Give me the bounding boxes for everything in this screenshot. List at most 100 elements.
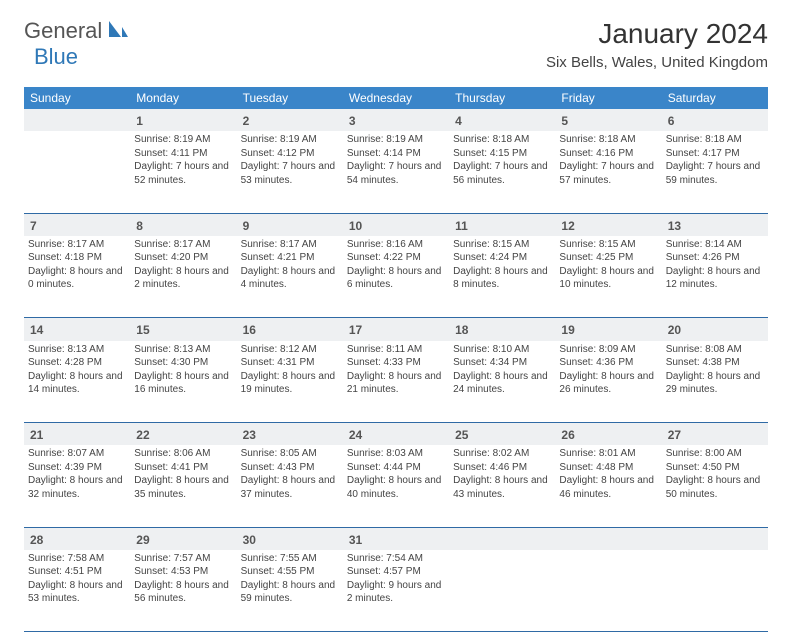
sunrise-text: Sunrise: 8:15 AM xyxy=(453,238,551,252)
sunset-text: Sunset: 4:38 PM xyxy=(666,356,764,370)
day-number: 23 xyxy=(241,425,339,445)
day-cell: Sunrise: 8:05 AMSunset: 4:43 PMDaylight:… xyxy=(237,445,343,527)
day-number: 16 xyxy=(241,320,339,340)
daylight-text: Daylight: 7 hours and 59 minutes. xyxy=(666,160,764,187)
weekday-header: Tuesday xyxy=(237,87,343,109)
sunset-text: Sunset: 4:43 PM xyxy=(241,461,339,475)
sunrise-text: Sunrise: 8:08 AM xyxy=(666,343,764,357)
day-cell: Sunrise: 8:09 AMSunset: 4:36 PMDaylight:… xyxy=(555,341,661,423)
sunset-text: Sunset: 4:11 PM xyxy=(134,147,232,161)
sunrise-text: Sunrise: 8:15 AM xyxy=(559,238,657,252)
sunset-text: Sunset: 4:26 PM xyxy=(666,251,764,265)
day-number: 25 xyxy=(453,425,551,445)
daylight-text: Daylight: 8 hours and 24 minutes. xyxy=(453,370,551,397)
day-cell xyxy=(555,550,661,632)
day-cell: Sunrise: 8:18 AMSunset: 4:15 PMDaylight:… xyxy=(449,131,555,213)
weekday-header-row: Sunday Monday Tuesday Wednesday Thursday… xyxy=(24,87,768,109)
sunrise-text: Sunrise: 8:13 AM xyxy=(134,343,232,357)
week-row: Sunrise: 7:58 AMSunset: 4:51 PMDaylight:… xyxy=(24,550,768,632)
day-cell xyxy=(662,550,768,632)
day-number-cell: 21 xyxy=(24,423,130,446)
day-number-cell: 27 xyxy=(662,423,768,446)
daynum-row: 78910111213 xyxy=(24,213,768,236)
daylight-text: Daylight: 8 hours and 2 minutes. xyxy=(134,265,232,292)
day-cell: Sunrise: 8:10 AMSunset: 4:34 PMDaylight:… xyxy=(449,341,555,423)
weekday-header: Sunday xyxy=(24,87,130,109)
sunset-text: Sunset: 4:34 PM xyxy=(453,356,551,370)
day-cell: Sunrise: 8:00 AMSunset: 4:50 PMDaylight:… xyxy=(662,445,768,527)
day-number: 31 xyxy=(347,530,445,550)
sunset-text: Sunset: 4:20 PM xyxy=(134,251,232,265)
daylight-text: Daylight: 8 hours and 26 minutes. xyxy=(559,370,657,397)
day-cell: Sunrise: 8:16 AMSunset: 4:22 PMDaylight:… xyxy=(343,236,449,318)
week-row: Sunrise: 8:19 AMSunset: 4:11 PMDaylight:… xyxy=(24,131,768,213)
sunset-text: Sunset: 4:48 PM xyxy=(559,461,657,475)
daylight-text: Daylight: 8 hours and 56 minutes. xyxy=(134,579,232,606)
sunset-text: Sunset: 4:15 PM xyxy=(453,147,551,161)
sunset-text: Sunset: 4:12 PM xyxy=(241,147,339,161)
sunset-text: Sunset: 4:33 PM xyxy=(347,356,445,370)
weekday-header: Thursday xyxy=(449,87,555,109)
day-number-cell: 17 xyxy=(343,318,449,341)
day-number: 9 xyxy=(241,216,339,236)
brand-sail-icon xyxy=(107,19,129,44)
sunrise-text: Sunrise: 8:19 AM xyxy=(134,133,232,147)
sunrise-text: Sunrise: 8:19 AM xyxy=(241,133,339,147)
daylight-text: Daylight: 8 hours and 19 minutes. xyxy=(241,370,339,397)
daylight-text: Daylight: 8 hours and 16 minutes. xyxy=(134,370,232,397)
daynum-row: 21222324252627 xyxy=(24,423,768,446)
daylight-text: Daylight: 7 hours and 53 minutes. xyxy=(241,160,339,187)
day-cell: Sunrise: 8:01 AMSunset: 4:48 PMDaylight:… xyxy=(555,445,661,527)
day-number: 12 xyxy=(559,216,657,236)
day-number-cell: 7 xyxy=(24,213,130,236)
day-number: 14 xyxy=(28,320,126,340)
day-number: 24 xyxy=(347,425,445,445)
daylight-text: Daylight: 7 hours and 52 minutes. xyxy=(134,160,232,187)
day-number-cell: 9 xyxy=(237,213,343,236)
day-number-cell: 29 xyxy=(130,527,236,550)
header: General January 2024 Six Bells, Wales, U… xyxy=(0,0,792,79)
day-number-cell xyxy=(662,527,768,550)
sunrise-text: Sunrise: 8:18 AM xyxy=(666,133,764,147)
sunset-text: Sunset: 4:31 PM xyxy=(241,356,339,370)
day-number: 13 xyxy=(666,216,764,236)
day-number-cell: 13 xyxy=(662,213,768,236)
day-cell: Sunrise: 8:17 AMSunset: 4:21 PMDaylight:… xyxy=(237,236,343,318)
sunrise-text: Sunrise: 8:12 AM xyxy=(241,343,339,357)
sunrise-text: Sunrise: 7:55 AM xyxy=(241,552,339,566)
daylight-text: Daylight: 8 hours and 6 minutes. xyxy=(347,265,445,292)
day-cell: Sunrise: 8:18 AMSunset: 4:16 PMDaylight:… xyxy=(555,131,661,213)
sunset-text: Sunset: 4:36 PM xyxy=(559,356,657,370)
sunset-text: Sunset: 4:44 PM xyxy=(347,461,445,475)
daylight-text: Daylight: 8 hours and 37 minutes. xyxy=(241,474,339,501)
day-cell: Sunrise: 7:58 AMSunset: 4:51 PMDaylight:… xyxy=(24,550,130,632)
calendar-table: Sunday Monday Tuesday Wednesday Thursday… xyxy=(24,87,768,632)
daylight-text: Daylight: 8 hours and 35 minutes. xyxy=(134,474,232,501)
day-number: 20 xyxy=(666,320,764,340)
day-number-cell: 11 xyxy=(449,213,555,236)
day-number-cell xyxy=(449,527,555,550)
sunrise-text: Sunrise: 8:10 AM xyxy=(453,343,551,357)
weekday-header: Wednesday xyxy=(343,87,449,109)
brand-logo: General xyxy=(24,18,109,44)
day-cell: Sunrise: 7:57 AMSunset: 4:53 PMDaylight:… xyxy=(130,550,236,632)
sunrise-text: Sunrise: 8:05 AM xyxy=(241,447,339,461)
sunset-text: Sunset: 4:17 PM xyxy=(666,147,764,161)
day-number: 6 xyxy=(666,111,764,131)
day-number: 27 xyxy=(666,425,764,445)
day-cell: Sunrise: 8:07 AMSunset: 4:39 PMDaylight:… xyxy=(24,445,130,527)
sunrise-text: Sunrise: 7:57 AM xyxy=(134,552,232,566)
day-number-cell: 4 xyxy=(449,109,555,131)
day-cell xyxy=(449,550,555,632)
sunrise-text: Sunrise: 8:13 AM xyxy=(28,343,126,357)
sunrise-text: Sunrise: 8:16 AM xyxy=(347,238,445,252)
sunrise-text: Sunrise: 8:17 AM xyxy=(241,238,339,252)
daylight-text: Daylight: 8 hours and 8 minutes. xyxy=(453,265,551,292)
day-number-cell: 18 xyxy=(449,318,555,341)
daylight-text: Daylight: 8 hours and 32 minutes. xyxy=(28,474,126,501)
daylight-text: Daylight: 8 hours and 43 minutes. xyxy=(453,474,551,501)
sunrise-text: Sunrise: 8:11 AM xyxy=(347,343,445,357)
day-number-cell: 6 xyxy=(662,109,768,131)
day-number-cell: 2 xyxy=(237,109,343,131)
sunset-text: Sunset: 4:25 PM xyxy=(559,251,657,265)
